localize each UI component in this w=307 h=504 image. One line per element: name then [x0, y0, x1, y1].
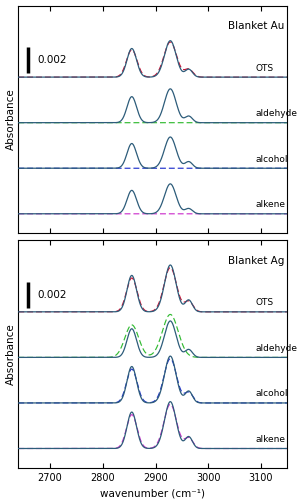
Text: OTS: OTS [256, 298, 274, 307]
Text: OTS: OTS [256, 64, 274, 73]
Text: alkene: alkene [256, 200, 286, 209]
X-axis label: wavenumber (cm⁻¹): wavenumber (cm⁻¹) [100, 488, 205, 498]
Text: 0.002: 0.002 [37, 55, 67, 65]
Text: 0.002: 0.002 [37, 290, 67, 300]
Text: aldehyde: aldehyde [256, 344, 298, 353]
Text: alcohol: alcohol [256, 390, 288, 398]
Text: Blanket Ag: Blanket Ag [228, 256, 285, 266]
Text: Blanket Au: Blanket Au [228, 21, 285, 31]
Text: alcohol: alcohol [256, 155, 288, 164]
Text: aldehyde: aldehyde [256, 109, 298, 118]
Y-axis label: Absorbance: Absorbance [6, 323, 16, 385]
Text: alkene: alkene [256, 435, 286, 444]
Y-axis label: Absorbance: Absorbance [6, 89, 16, 150]
